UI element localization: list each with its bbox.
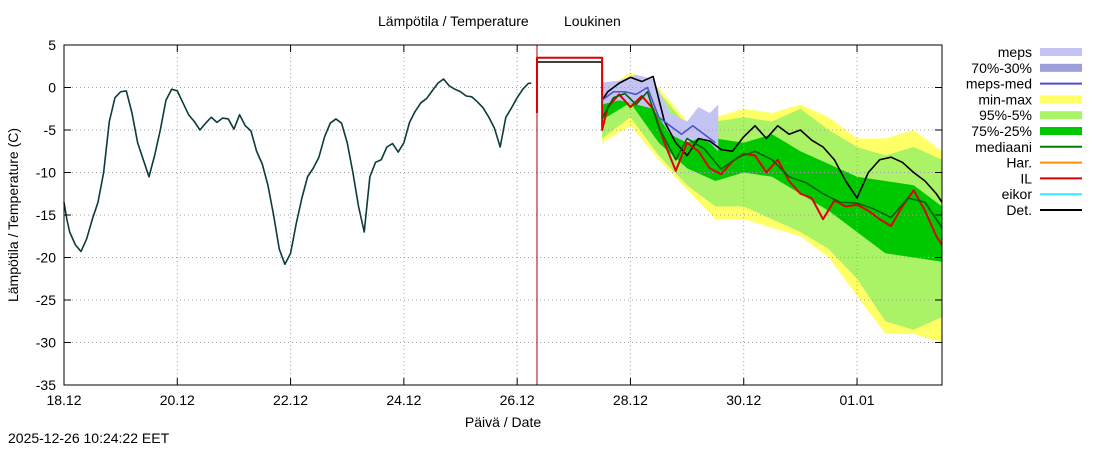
legend-label: meps	[998, 44, 1032, 60]
legend-swatch	[1040, 48, 1082, 56]
x-tick-label: 28.12	[613, 392, 648, 408]
x-tick-label: 18.12	[46, 392, 81, 408]
legend-swatch	[1040, 127, 1082, 135]
y-tick-label: 0	[48, 80, 56, 96]
y-tick-label: -25	[36, 292, 56, 308]
legend-label: 70%-30%	[971, 60, 1032, 76]
series-line-mediaani	[601, 90, 943, 229]
x-tick-label: 24.12	[386, 392, 421, 408]
legend-label: eikor	[1002, 186, 1033, 202]
y-axis-label: Lämpötila / Temperature (C)	[5, 128, 21, 302]
legend-swatch	[1040, 63, 1082, 72]
series-line-il	[535, 56, 943, 246]
forecast-bands	[602, 72, 942, 343]
timestamp: 2025-12-26 10:24:22 EET	[8, 430, 170, 446]
band-75-25-	[602, 87, 942, 262]
x-tick-label: 01.01	[840, 392, 875, 408]
chart-title: Lämpötila / Temperature	[378, 13, 529, 29]
y-tick-label: -10	[36, 165, 56, 181]
x-tick-label: 20.12	[160, 392, 195, 408]
legend-swatch	[1040, 95, 1082, 104]
station-name: Loukinen	[564, 13, 621, 29]
y-tick-label: -5	[44, 122, 57, 138]
legend-swatch	[1040, 111, 1082, 120]
y-tick-label: -15	[36, 207, 56, 223]
x-tick-label: 30.12	[726, 392, 761, 408]
legend-label: 95%-5%	[979, 107, 1032, 123]
series-line-det-	[536, 61, 943, 203]
legend-label: meps-med	[966, 76, 1032, 92]
legend: meps70%-30%meps-medmin-max95%-5%75%-25%m…	[966, 44, 1082, 218]
y-tick-label: -20	[36, 250, 56, 266]
series-line-observed	[63, 78, 532, 266]
legend-label: Har.	[1006, 155, 1032, 171]
x-tick-label: 26.12	[500, 392, 535, 408]
series-lines	[63, 56, 943, 266]
legend-label: Det.	[1006, 202, 1032, 218]
y-tick-label: -30	[36, 335, 56, 351]
y-tick-label: 5	[48, 37, 56, 53]
legend-label: IL	[1020, 170, 1032, 186]
series-line-meps-med	[601, 86, 716, 144]
x-tick-label: 22.12	[273, 392, 308, 408]
x-axis-label: Päivä / Date	[465, 414, 541, 430]
legend-label: 75%-25%	[971, 123, 1032, 139]
legend-label: min-max	[978, 91, 1032, 107]
legend-label: mediaani	[975, 139, 1032, 155]
y-tick-label: -35	[36, 377, 56, 393]
